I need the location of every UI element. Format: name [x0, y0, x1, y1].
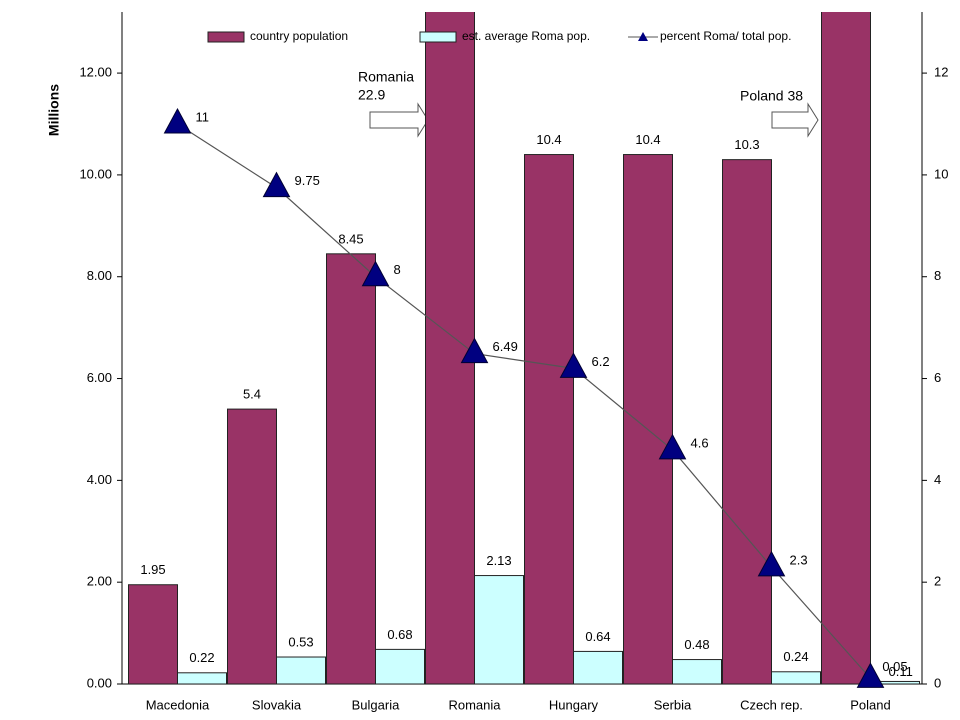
line	[177, 123, 871, 679]
bar	[474, 575, 524, 684]
x-tick-label: Hungary	[549, 697, 599, 712]
marker	[262, 171, 291, 198]
bar	[722, 159, 772, 684]
bar-label: 0.05	[882, 659, 907, 674]
bar	[623, 154, 673, 684]
annotation: 22.9	[358, 87, 385, 103]
x-tick-label: Macedonia	[146, 697, 210, 712]
line-label: 11	[196, 109, 210, 124]
bar	[425, 12, 475, 684]
y-tick-label: 0.00	[87, 675, 112, 690]
bar	[771, 671, 821, 684]
y2-tick-label: 10	[934, 166, 948, 181]
y-tick-label: 10.00	[79, 166, 112, 181]
y2-tick-label: 0	[934, 675, 941, 690]
marker	[559, 352, 588, 378]
y-tick-label: 8.00	[87, 268, 112, 283]
marker	[361, 260, 390, 287]
marker	[658, 433, 687, 460]
marker	[460, 337, 489, 364]
y2-tick-label: 8	[934, 268, 941, 283]
bar	[227, 408, 277, 684]
bar-label: 10.4	[635, 132, 660, 147]
y-tick-label: 2.00	[87, 574, 112, 589]
bar	[524, 154, 574, 684]
plot-area	[128, 12, 920, 684]
y2-tick-label: 6	[934, 370, 941, 385]
annotation: Poland 38	[740, 88, 803, 104]
bar-label: 0.68	[387, 627, 412, 642]
legend-label: country population	[250, 29, 348, 43]
line-label: 6.2	[592, 354, 610, 369]
bar	[821, 12, 871, 684]
bar	[672, 659, 722, 684]
arrow	[771, 102, 819, 138]
marker	[757, 550, 786, 577]
y-tick-label: 12.00	[79, 65, 112, 80]
marker	[856, 662, 885, 688]
legend-swatch	[207, 31, 245, 43]
legend-swatch	[419, 31, 457, 43]
y-axis-label: Millions	[46, 84, 62, 136]
legend-label: percent Roma/ total pop.	[660, 29, 791, 43]
legend-marker	[638, 32, 648, 41]
bar	[177, 672, 227, 684]
bar-label: 0.53	[288, 634, 313, 649]
legend-label: est. average Roma pop.	[462, 29, 590, 43]
x-tick-label: Poland	[850, 697, 890, 712]
line-label: 0.11	[889, 664, 913, 679]
bar	[276, 656, 326, 684]
legend-box	[200, 24, 850, 50]
bar	[375, 648, 425, 684]
bar-label: 2.13	[486, 553, 511, 568]
bar-label: 10.3	[734, 137, 759, 152]
bar-label: 1.95	[140, 562, 165, 577]
line-label: 6.49	[493, 339, 518, 354]
bar	[326, 253, 376, 684]
arrow	[369, 102, 429, 138]
x-tick-label: Romania	[448, 697, 501, 712]
y-tick-label: 6.00	[87, 370, 112, 385]
x-tick-label: Czech rep.	[740, 697, 803, 712]
line-label: 4.6	[691, 435, 709, 450]
line-label: 2.3	[790, 552, 808, 567]
bar-label: 0.22	[189, 650, 214, 665]
marker	[163, 107, 192, 134]
bar-label: 0.24	[783, 649, 808, 664]
annotation: Romania	[358, 69, 414, 85]
bar-label: 0.64	[585, 629, 610, 644]
bar-label: 8.45	[338, 231, 363, 246]
y2-tick-label: 4	[934, 472, 941, 487]
x-tick-label: Slovakia	[252, 697, 302, 712]
x-tick-label: Bulgaria	[352, 697, 400, 712]
x-tick-label: Serbia	[654, 697, 692, 712]
line-label: 8	[394, 262, 401, 277]
bar-label: 10.4	[536, 132, 561, 147]
bar-label: 5.4	[243, 387, 261, 402]
y2-tick-label: 2	[934, 574, 941, 589]
bar	[573, 650, 623, 684]
line-label: 9.75	[295, 173, 320, 188]
bar	[128, 584, 178, 684]
bar-label: 0.48	[684, 637, 709, 652]
y2-tick-label: 12	[934, 65, 948, 80]
y-tick-label: 4.00	[87, 472, 112, 487]
